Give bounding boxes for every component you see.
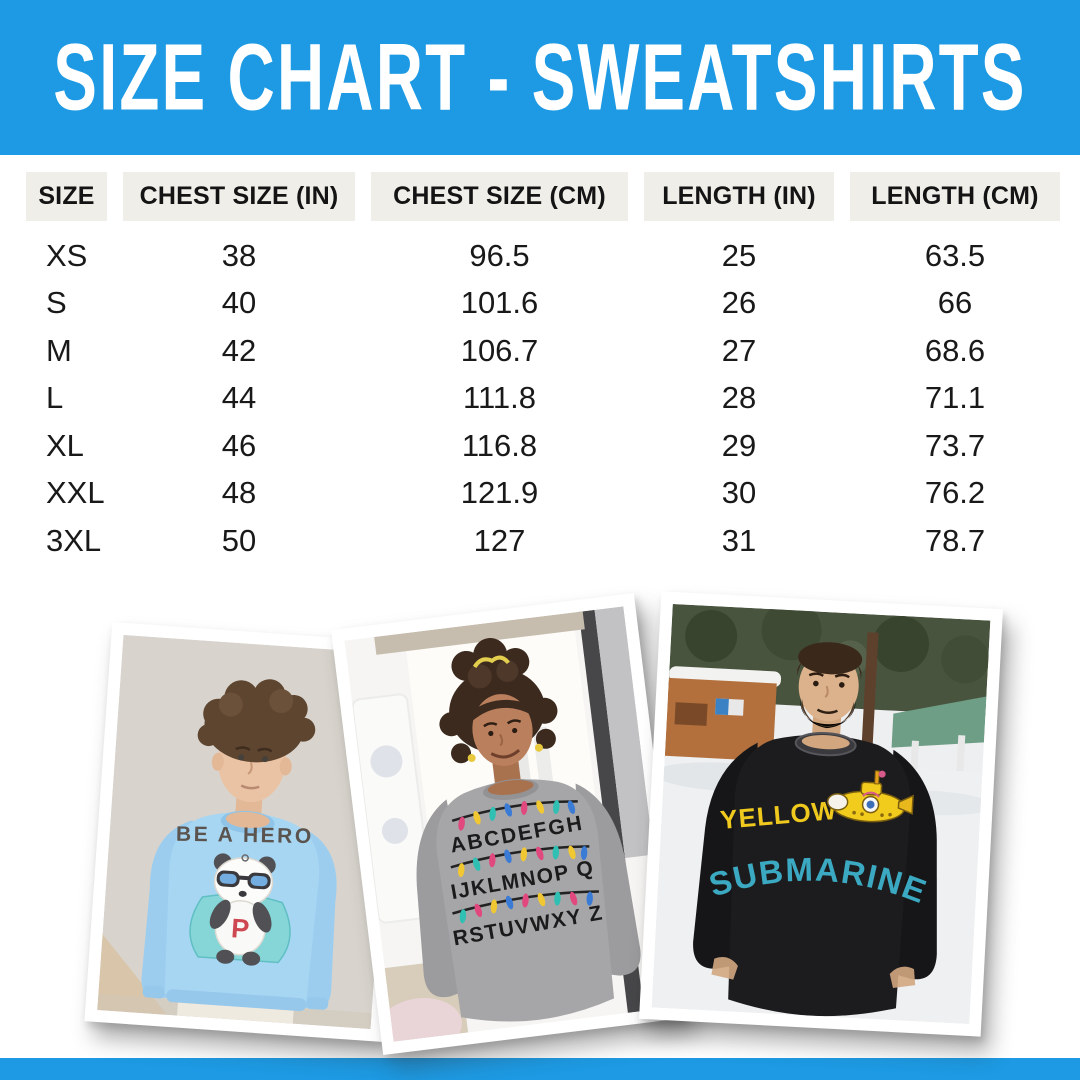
- product-photo-blue-panda-sweatshirt: BE A HERO P: [84, 622, 410, 1042]
- chest-in-value: 40: [221, 285, 257, 321]
- product-photo-black-submarine-sweatshirt: YELLOW SUBMARINE: [639, 591, 1003, 1037]
- column-header-size: SIZE: [26, 172, 107, 221]
- chest-cm-value: 106.7: [460, 332, 539, 368]
- length-cm-value: 68.6: [924, 332, 986, 368]
- model-man-2: [797, 642, 863, 737]
- chest-cm-value: 116.8: [461, 427, 538, 463]
- size-table-header-row: SIZE CHEST SIZE (IN) CHEST SIZE (CM) LEN…: [26, 172, 1060, 221]
- length-cm-value: 71.1: [924, 380, 986, 416]
- chest-in-value: 44: [221, 380, 257, 416]
- length-cm-value: 78.7: [924, 522, 986, 558]
- string-lights-icon: [458, 845, 588, 878]
- length-in-value: 31: [721, 522, 757, 558]
- footer-bar: [0, 1058, 1080, 1080]
- chest-cm-value: 127: [473, 522, 526, 558]
- page-title: SIZE CHART - SWEATSHIRTS: [53, 25, 1027, 130]
- submarine-icon: [826, 770, 914, 823]
- length-in-value: 30: [721, 475, 757, 511]
- length-cm-value: 63.5: [924, 237, 986, 273]
- size-value: XXL: [46, 475, 105, 511]
- size-value: 3XL: [46, 522, 102, 558]
- chest-in-value: 48: [221, 475, 257, 511]
- chest-in-value: 42: [221, 332, 257, 368]
- length-in-value: 25: [721, 237, 757, 273]
- column-header-length-in: LENGTH (IN): [644, 172, 834, 221]
- table-row: 3XL 50 127 31 78.7: [26, 517, 1060, 565]
- size-value: M: [46, 332, 72, 368]
- length-cm-value: 66: [937, 285, 973, 321]
- length-cm-value: 76.2: [924, 475, 986, 511]
- table-row: XL 46 116.8 29 73.7: [26, 422, 1060, 470]
- photo-black-submarine-illustration: YELLOW SUBMARINE: [651, 603, 991, 1025]
- table-row: M 42 106.7 27 68.6: [26, 327, 1060, 375]
- be-a-hero-panda-print: BE A HERO P: [176, 823, 314, 966]
- chest-in-value: 38: [221, 237, 257, 273]
- string-lights-icon: [458, 800, 576, 831]
- string-lights-icon: [459, 891, 593, 924]
- size-value: XS: [46, 237, 88, 273]
- sweatshirt-black: YELLOW SUBMARINE: [693, 732, 937, 1017]
- photo-gray-alphabet-illustration: ABCDEFGH IJKLMNOP Q: [344, 606, 673, 1042]
- length-in-value: 28: [721, 380, 757, 416]
- length-in-value: 26: [721, 285, 757, 321]
- column-header-chest-cm: CHEST SIZE (CM): [371, 172, 628, 221]
- product-photo-gray-alphabet-sweatshirt: ABCDEFGH IJKLMNOP Q: [331, 593, 686, 1055]
- hero-panda-icon: P: [189, 853, 291, 966]
- chest-in-value: 46: [221, 427, 257, 463]
- chest-in-value: 50: [221, 522, 257, 558]
- model-woman: [439, 637, 558, 786]
- panda-badge-letter: P: [230, 913, 250, 944]
- yellow-scrunchie: [472, 655, 510, 669]
- photo-blue-panda-illustration: BE A HERO P: [97, 634, 397, 1030]
- size-table-body: XS 38 96.5 25 63.5 S 40 101.6 26 66 M 42…: [26, 232, 1060, 565]
- print-text: BE A HERO: [176, 823, 314, 848]
- length-in-value: 29: [721, 427, 757, 463]
- length-cm-value: 73.7: [924, 427, 986, 463]
- chest-cm-value: 121.9: [460, 475, 539, 511]
- sweatshirt-light-blue: BE A HERO P: [141, 810, 337, 1024]
- header-banner: SIZE CHART - SWEATSHIRTS: [0, 0, 1080, 155]
- size-value: S: [46, 285, 67, 321]
- size-table: SIZE CHEST SIZE (IN) CHEST SIZE (CM) LEN…: [26, 172, 1060, 565]
- table-row: XS 38 96.5 25 63.5: [26, 232, 1060, 280]
- size-value: XL: [46, 427, 84, 463]
- size-value: L: [46, 380, 64, 416]
- chest-cm-value: 96.5: [469, 237, 530, 273]
- table-row: XXL 48 121.9 30 76.2: [26, 470, 1060, 518]
- chest-cm-value: 101.6: [460, 285, 539, 321]
- column-header-chest-in: CHEST SIZE (IN): [123, 172, 355, 221]
- length-in-value: 27: [721, 332, 757, 368]
- sweatshirt-heather-gray: ABCDEFGH IJKLMNOP Q: [416, 778, 641, 1022]
- table-row: L 44 111.8 28 71.1: [26, 375, 1060, 423]
- chest-cm-value: 111.8: [463, 380, 536, 416]
- table-row: S 40 101.6 26 66: [26, 280, 1060, 328]
- column-header-length-cm: LENGTH (CM): [850, 172, 1060, 221]
